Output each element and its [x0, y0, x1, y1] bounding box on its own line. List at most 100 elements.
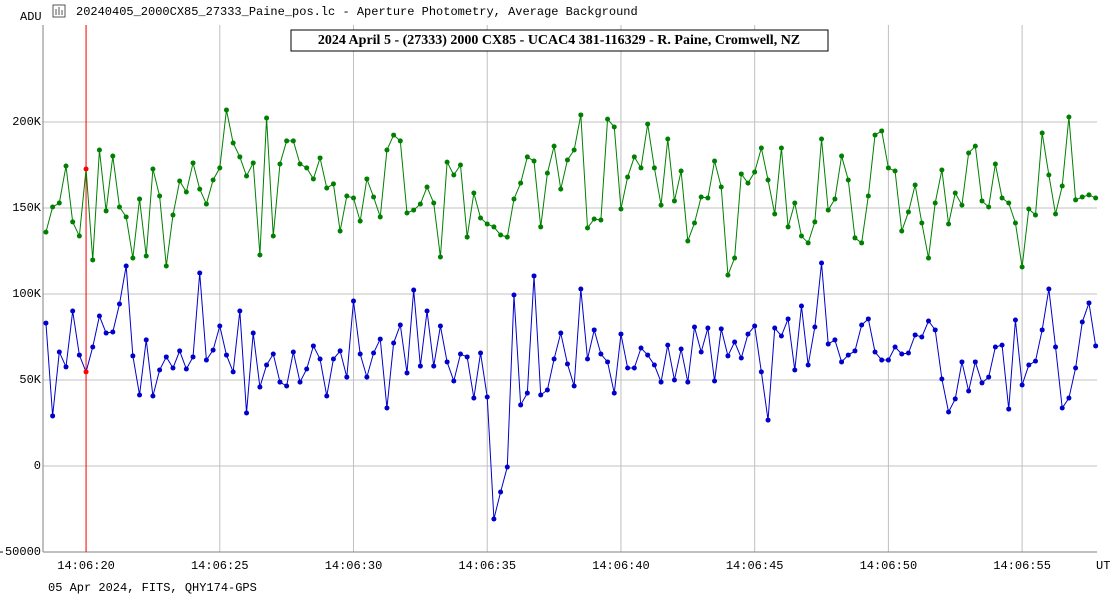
data-point [518, 402, 524, 408]
data-point [257, 384, 263, 390]
data-point [571, 147, 577, 153]
data-point [478, 215, 484, 221]
data-point [631, 154, 637, 160]
data-point [778, 145, 784, 151]
data-point [845, 352, 851, 358]
data-point [966, 150, 972, 156]
data-point [611, 390, 617, 396]
data-point [317, 155, 323, 161]
series-line [45, 109, 1096, 276]
data-point [170, 365, 176, 371]
data-point [538, 224, 544, 230]
grid: -50000 0 50K 100K 150K 200K 14:06:20 14:06:25 14… [0, 25, 1097, 573]
data-point [926, 318, 932, 324]
data-point [310, 343, 316, 349]
data-point [1086, 300, 1092, 306]
data-point [671, 198, 677, 204]
data-point [244, 410, 250, 416]
data-point [1012, 220, 1018, 226]
data-point [1046, 172, 1052, 178]
data-point [651, 165, 657, 171]
data-point [825, 207, 831, 213]
data-point [845, 177, 851, 183]
data-point [544, 170, 550, 176]
data-point [899, 351, 905, 357]
data-point [511, 292, 517, 298]
data-point [531, 158, 537, 164]
data-point [250, 160, 256, 166]
data-point [718, 326, 724, 332]
data-point [1019, 382, 1025, 388]
data-point [946, 409, 952, 415]
data-point [598, 351, 604, 357]
data-point [518, 180, 524, 186]
data-point [558, 330, 564, 336]
data-point [785, 316, 791, 322]
data-point [999, 195, 1005, 201]
data-point [1019, 264, 1025, 270]
data-point [177, 348, 183, 354]
data-point [63, 163, 69, 169]
window-title: 20240405_2000CX85_27333_Paine_pos.lc - A… [76, 5, 638, 19]
data-point [758, 369, 764, 375]
data-point [70, 219, 76, 225]
data-point [531, 273, 537, 279]
data-point [377, 214, 383, 220]
data-point [785, 224, 791, 230]
data-point [712, 378, 718, 384]
data-point [812, 219, 818, 225]
data-point [498, 489, 504, 495]
data-point [825, 341, 831, 347]
data-point [284, 383, 290, 389]
data-point [1093, 343, 1099, 349]
data-point [765, 417, 771, 423]
data-point [1026, 206, 1032, 212]
data-point [959, 359, 965, 365]
data-point [96, 313, 102, 319]
data-point [665, 136, 671, 142]
data-point [150, 393, 156, 399]
x-tick-label: 14:06:30 [325, 559, 383, 573]
plot [43, 25, 1099, 552]
data-point [344, 193, 350, 199]
data-point [244, 173, 250, 179]
data-point [364, 374, 370, 380]
data-point [905, 209, 911, 215]
data-point [290, 349, 296, 355]
data-point [217, 323, 223, 329]
y-tick-label: 200K [12, 115, 42, 129]
data-point [585, 225, 591, 231]
data-point [738, 355, 744, 361]
data-point [371, 194, 377, 200]
data-point [685, 379, 691, 385]
data-point [732, 255, 738, 261]
data-point [544, 387, 550, 393]
data-point [725, 353, 731, 359]
data-point [330, 356, 336, 362]
data-point [237, 154, 243, 160]
data-point [859, 240, 865, 246]
data-point [197, 186, 203, 192]
data-point [437, 254, 443, 260]
data-point [778, 333, 784, 339]
x-tick-label: 14:06:20 [57, 559, 115, 573]
data-point [691, 324, 697, 330]
data-point [1046, 286, 1052, 292]
data-point [237, 308, 243, 314]
y-tick-label: 150K [12, 201, 42, 215]
data-point [264, 115, 270, 121]
data-point [605, 116, 611, 122]
data-point [919, 334, 925, 340]
data-point [317, 356, 323, 362]
data-point [952, 190, 958, 196]
data-point [611, 124, 617, 130]
data-point [772, 325, 778, 331]
data-point [705, 325, 711, 331]
data-point [986, 374, 992, 380]
data-point [698, 194, 704, 200]
data-point [484, 394, 490, 400]
data-point [70, 308, 76, 314]
data-point [578, 112, 584, 118]
data-point [832, 337, 838, 343]
data-point [712, 158, 718, 164]
